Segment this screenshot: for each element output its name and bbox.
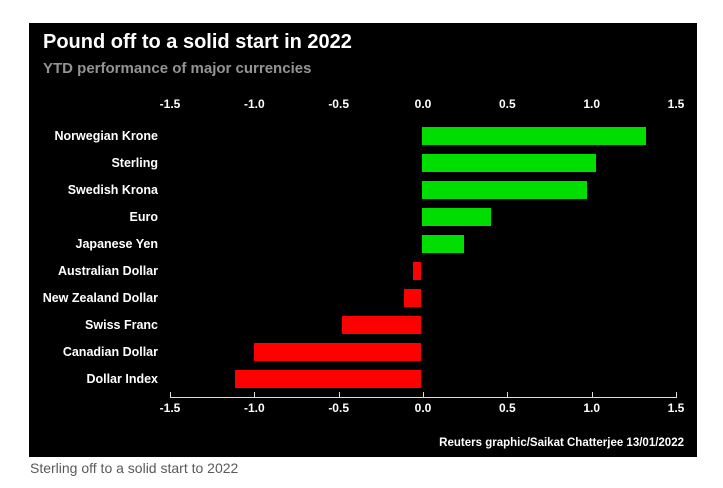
x-tick-label-bottom: -0.5 bbox=[328, 401, 349, 415]
x-tick-label-top: -1.5 bbox=[159, 97, 181, 111]
category-label: Norwegian Krone bbox=[54, 128, 159, 143]
x-axis-tick bbox=[338, 392, 340, 397]
bar bbox=[422, 207, 492, 226]
bar bbox=[422, 234, 465, 253]
category-label: Canadian Dollar bbox=[62, 344, 158, 359]
x-tick-label-top: 0.5 bbox=[498, 97, 516, 111]
x-axis-tick bbox=[676, 392, 677, 397]
x-axis-tick bbox=[591, 392, 593, 397]
bar bbox=[422, 153, 596, 172]
caption: Sterling off to a solid start to 2022 bbox=[30, 460, 239, 476]
chart-panel: Pound off to a solid start in 2022 YTD p… bbox=[29, 23, 697, 457]
x-tick-label-bottom: 0.0 bbox=[414, 401, 432, 415]
x-axis-tick bbox=[507, 392, 509, 397]
bar bbox=[422, 180, 588, 199]
bar bbox=[341, 315, 421, 334]
x-axis-line bbox=[170, 397, 677, 398]
category-label: Swedish Krona bbox=[67, 182, 158, 197]
x-tick-label-top: 0.0 bbox=[414, 97, 432, 111]
bar bbox=[404, 288, 421, 307]
x-tick-label-bottom: 1.0 bbox=[583, 401, 600, 415]
category-label: Dollar Index bbox=[86, 371, 158, 386]
category-label: Japanese Yen bbox=[75, 236, 158, 251]
category-label: Australian Dollar bbox=[57, 263, 158, 278]
category-label: Sterling bbox=[111, 155, 158, 170]
x-axis-tick bbox=[254, 392, 256, 397]
x-tick-label-bottom: 0.5 bbox=[498, 401, 516, 415]
x-axis-tick bbox=[423, 392, 424, 397]
x-tick-label-top: -0.5 bbox=[328, 97, 349, 111]
x-tick-label-bottom: 1.5 bbox=[667, 401, 685, 415]
bar bbox=[412, 261, 421, 280]
chart-subtitle: YTD performance of major currencies bbox=[43, 60, 312, 77]
x-tick-label-bottom: -1.5 bbox=[159, 401, 181, 415]
x-tick-label-bottom: -1.0 bbox=[243, 401, 265, 415]
category-label: Euro bbox=[129, 209, 158, 224]
bar bbox=[254, 342, 421, 361]
bar bbox=[422, 126, 647, 145]
chart-title: Pound off to a solid start in 2022 bbox=[43, 31, 352, 53]
category-label: Swiss Franc bbox=[85, 317, 158, 332]
attribution: Reuters graphic/Saikat Chatterjee 13/01/… bbox=[439, 437, 684, 449]
x-tick-label-top: 1.5 bbox=[667, 97, 685, 111]
x-axis-tick bbox=[170, 392, 171, 397]
x-tick-label-top: 1.0 bbox=[583, 97, 600, 111]
bar bbox=[235, 369, 421, 388]
x-tick-label-top: -1.0 bbox=[243, 97, 265, 111]
category-label: New Zealand Dollar bbox=[42, 290, 158, 305]
